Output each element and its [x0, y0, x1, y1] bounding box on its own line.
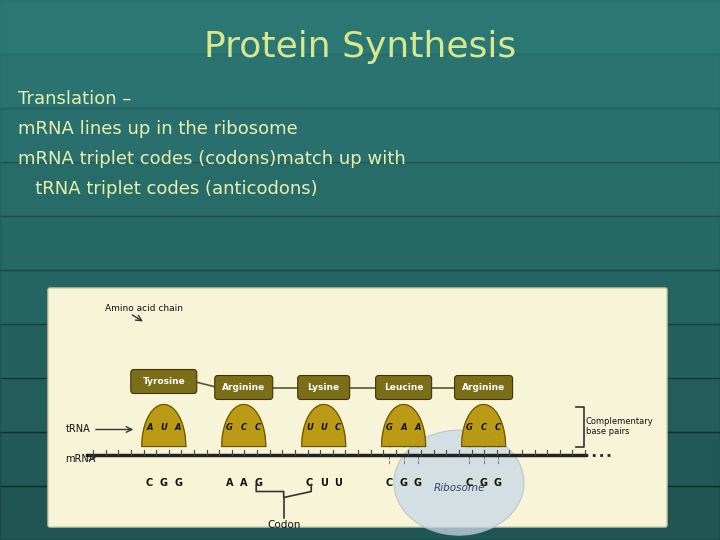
- Text: A: A: [415, 423, 421, 433]
- FancyBboxPatch shape: [48, 288, 667, 527]
- Text: C: C: [495, 423, 501, 433]
- Text: G: G: [466, 423, 473, 433]
- Polygon shape: [302, 404, 346, 447]
- Text: tRNA triplet codes (anticodons): tRNA triplet codes (anticodons): [18, 180, 318, 198]
- Text: G: G: [226, 423, 233, 433]
- Bar: [0, 486, 720, 540]
- Text: A: A: [400, 423, 407, 433]
- Text: tRNA: tRNA: [66, 424, 90, 435]
- Polygon shape: [222, 404, 266, 447]
- Text: Protein Synthesis: Protein Synthesis: [204, 30, 516, 64]
- FancyBboxPatch shape: [131, 369, 197, 394]
- Text: Amino acid chain: Amino acid chain: [105, 305, 184, 313]
- Text: A: A: [146, 423, 153, 433]
- Text: Ribosome: Ribosome: [433, 483, 485, 492]
- Bar: [0, 108, 720, 162]
- Text: U: U: [320, 423, 327, 433]
- FancyBboxPatch shape: [297, 375, 350, 400]
- Text: C: C: [146, 477, 153, 488]
- Text: G: G: [400, 477, 408, 488]
- Text: Lysine: Lysine: [307, 383, 340, 392]
- Text: Translation –: Translation –: [18, 90, 131, 108]
- Text: mRNA triplet codes (codons)match up with: mRNA triplet codes (codons)match up with: [18, 150, 406, 168]
- Text: C: C: [480, 423, 487, 433]
- Text: G: G: [494, 477, 502, 488]
- Text: Codon: Codon: [267, 519, 300, 530]
- Text: U: U: [161, 423, 167, 433]
- Text: A: A: [225, 477, 233, 488]
- Text: G: G: [386, 423, 393, 433]
- Text: C: C: [335, 423, 341, 433]
- Text: U: U: [320, 477, 328, 488]
- Text: U: U: [334, 477, 342, 488]
- Text: C: C: [306, 477, 313, 488]
- Text: Tyrosine: Tyrosine: [143, 377, 185, 386]
- Text: C: C: [466, 477, 473, 488]
- Bar: [0, 378, 720, 432]
- FancyBboxPatch shape: [376, 375, 431, 400]
- Polygon shape: [382, 404, 426, 447]
- Text: mRNA lines up in the ribosome: mRNA lines up in the ribosome: [18, 120, 298, 138]
- Text: Arginine: Arginine: [462, 383, 505, 392]
- Bar: [0, 432, 720, 486]
- Text: mRNA: mRNA: [66, 455, 96, 464]
- Text: A: A: [175, 423, 181, 433]
- Text: Arginine: Arginine: [222, 383, 266, 392]
- Text: U: U: [306, 423, 312, 433]
- Ellipse shape: [394, 430, 524, 535]
- Text: G: G: [160, 477, 168, 488]
- Bar: [0, 162, 720, 216]
- Text: G: G: [174, 477, 182, 488]
- Bar: [0, 216, 720, 270]
- Text: G: G: [254, 477, 262, 488]
- Text: Complementary
base pairs: Complementary base pairs: [586, 417, 654, 436]
- Text: C: C: [240, 423, 247, 433]
- Text: Leucine: Leucine: [384, 383, 423, 392]
- Text: G: G: [480, 477, 487, 488]
- FancyBboxPatch shape: [215, 375, 273, 400]
- Polygon shape: [142, 404, 186, 447]
- Text: G: G: [414, 477, 422, 488]
- Bar: [0, 0, 720, 54]
- Text: C: C: [386, 477, 393, 488]
- Polygon shape: [462, 404, 505, 447]
- Bar: [0, 324, 720, 378]
- Text: A: A: [240, 477, 248, 488]
- Text: C: C: [255, 423, 261, 433]
- FancyBboxPatch shape: [454, 375, 513, 400]
- Bar: [0, 270, 720, 324]
- Bar: [0, 54, 720, 108]
